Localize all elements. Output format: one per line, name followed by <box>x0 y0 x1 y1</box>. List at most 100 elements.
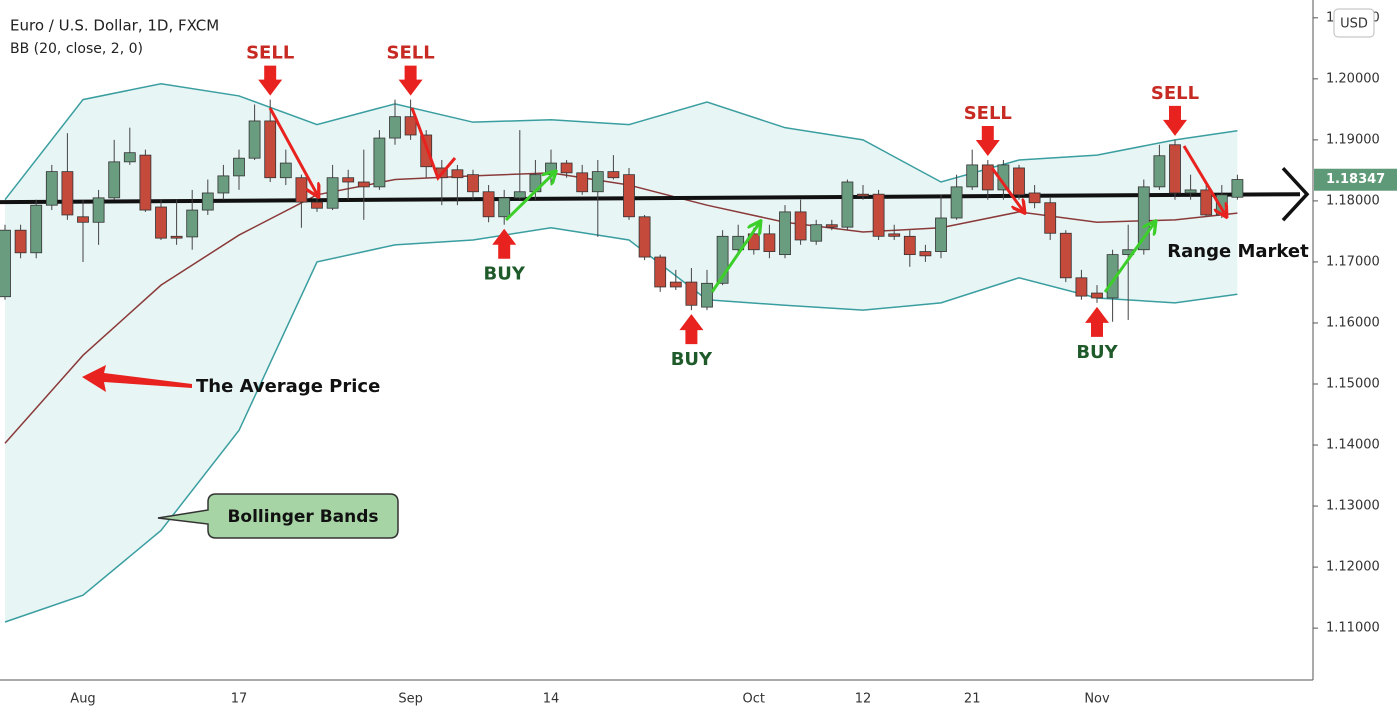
candle-body <box>467 174 479 193</box>
buy-label: BUY <box>1076 342 1118 363</box>
candle-body <box>903 235 916 256</box>
buy-arrow <box>492 228 517 259</box>
sell-arrow <box>398 65 423 96</box>
candle-body <box>108 161 121 199</box>
candle-body <box>326 177 339 209</box>
candle-body <box>279 162 292 179</box>
candle-body <box>77 216 89 223</box>
candle-body <box>1169 144 1181 194</box>
currency-label[interactable]: USD <box>1340 17 1368 32</box>
buy-label: BUY <box>671 349 713 370</box>
x-tick-label: 17 <box>231 692 248 707</box>
buy-trend-arrow <box>1103 222 1155 293</box>
trend-arrows <box>268 107 1226 293</box>
candle-body <box>701 282 713 308</box>
bollinger-label: Bollinger Bands <box>227 507 378 527</box>
candle-body <box>233 157 245 177</box>
x-tick-label: 12 <box>855 692 872 707</box>
candle-body <box>1013 167 1025 196</box>
candle-body <box>1028 192 1041 204</box>
sell-label: SELL <box>964 103 1012 124</box>
y-tick-label: 1.18000 <box>1326 193 1380 208</box>
buy-label: BUY <box>484 264 526 285</box>
lower-band <box>4 227 1238 623</box>
candle-body <box>389 116 401 139</box>
x-tick-label: Oct <box>743 692 765 707</box>
candle-body <box>935 217 947 252</box>
indicator-label: BB (20, close, 2, 0) <box>10 41 143 57</box>
currency-box[interactable] <box>1333 8 1375 38</box>
candle-body <box>966 164 979 188</box>
candle-body <box>576 172 589 193</box>
y-tick-label: 1.14000 <box>1326 438 1380 453</box>
sell-trend-arrow <box>1182 145 1226 216</box>
sell-label: SELL <box>246 43 294 64</box>
bollinger-callout <box>157 493 399 539</box>
candle-body <box>825 224 838 228</box>
candle-body <box>919 251 932 257</box>
candle-body <box>981 164 994 191</box>
chart-title: Euro / U.S. Dollar, 1D, FXCM <box>10 17 219 35</box>
y-tick-label: 1.19000 <box>1326 132 1380 147</box>
candle-body <box>357 181 370 188</box>
candle-body <box>872 193 885 237</box>
sell-arrow <box>1163 105 1187 136</box>
candle-body <box>560 162 573 174</box>
sell-label: SELL <box>1151 83 1199 104</box>
x-tick-label: Aug <box>70 692 95 707</box>
y-tick-label: 1.16000 <box>1326 315 1380 330</box>
sell-arrow <box>258 65 283 96</box>
candle-body <box>888 233 901 237</box>
buy-trend-arrow <box>504 172 555 222</box>
y-tick-label: 1.11000 <box>1326 621 1380 636</box>
candle-body <box>716 235 729 284</box>
candle-body <box>248 120 261 159</box>
price-axis-bg <box>1313 0 1397 721</box>
candle-body <box>591 171 604 193</box>
candle-body <box>623 174 635 218</box>
candle-body <box>217 175 230 194</box>
range-market-label: Range Market <box>1167 241 1309 262</box>
candle-body <box>763 233 776 252</box>
candle-body <box>92 197 105 223</box>
last-price-box <box>1314 168 1397 191</box>
candle-body <box>61 171 74 216</box>
x-tick-label: 14 <box>543 692 560 707</box>
sell-trend-arrow <box>268 107 318 196</box>
candle-body <box>498 197 511 218</box>
buy-arrow <box>679 314 704 345</box>
candle-body <box>654 256 667 288</box>
candle-body <box>420 134 433 168</box>
upper-band <box>4 82 1238 201</box>
candle-body <box>1231 179 1244 198</box>
y-tick-label: 1.12000 <box>1326 560 1380 575</box>
x-tick-label: Sep <box>398 692 423 707</box>
y-tick-label: 1.13000 <box>1326 499 1380 514</box>
y-tick-label: 1.17000 <box>1326 254 1380 269</box>
y-tick-label: 1.20000 <box>1326 71 1380 86</box>
candle-body <box>14 229 27 254</box>
last-price-label: 1.18347 <box>1326 172 1385 187</box>
candle-body <box>732 235 745 251</box>
range-line <box>0 192 1301 205</box>
buy-arrow <box>1085 306 1109 337</box>
plot-area: SELL SELL BUY BUY SELL BUY SELL <box>0 43 1310 623</box>
candle-body <box>264 120 277 179</box>
candle-body <box>186 209 199 238</box>
band-fill <box>5 83 1238 623</box>
candle-body <box>857 193 869 197</box>
candle-body <box>482 191 495 218</box>
candle-body <box>794 211 807 241</box>
sell-trend-arrow <box>990 167 1024 212</box>
time-axis-bg <box>0 680 1397 721</box>
candle-body <box>139 154 152 211</box>
average-price-label: The Average Price <box>196 376 380 397</box>
candle-body <box>1137 186 1150 251</box>
buy-trend-arrow <box>710 222 760 293</box>
candle-body <box>810 224 823 242</box>
sell-trend-arrow <box>410 107 457 181</box>
candle-body <box>1184 189 1197 194</box>
x-tick-label: Nov <box>1084 692 1110 707</box>
candle-body <box>685 281 698 306</box>
